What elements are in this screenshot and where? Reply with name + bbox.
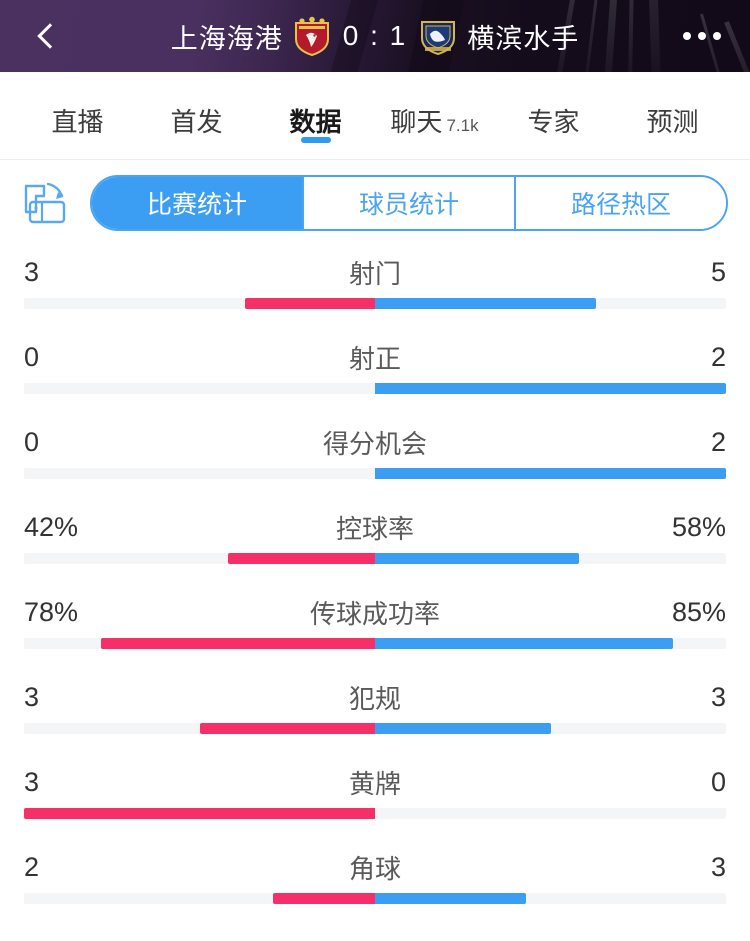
stat-home-value: 0: [24, 341, 40, 372]
yokohama-marinos-crest-icon: [421, 21, 456, 56]
match-header: 上海海港 0 : 1 横滨水手: [0, 0, 750, 72]
stat-bar-away-fill: [375, 298, 597, 309]
stat-label: 射正: [348, 343, 401, 374]
stat-bar-home-fill: [245, 298, 375, 309]
stat-bar-home-fill: [24, 808, 375, 819]
stat-bar: [24, 723, 726, 734]
segment-label: 路径热区: [570, 191, 671, 219]
segment-label: 球员统计: [358, 191, 459, 219]
stats-toolbar: 比赛统计 球员统计 路径热区: [0, 160, 750, 246]
screen-rotate-icon[interactable]: [20, 178, 72, 228]
stat-away-value: 58%: [671, 511, 726, 542]
tab-prediction[interactable]: 预测: [613, 72, 732, 159]
tab-label: 聊天: [390, 107, 443, 137]
tab-live[interactable]: 直播: [18, 72, 137, 159]
stat-bar: [24, 808, 726, 819]
stat-label: 传球成功率: [309, 598, 440, 629]
stat-label: 射门: [348, 258, 401, 289]
home-team-name: 上海海港: [170, 23, 283, 54]
stat-bar: [24, 468, 726, 479]
shanghai-port-crest-icon: [294, 16, 329, 56]
stat-row: 78% 传球成功率 85%: [24, 586, 726, 671]
stat-bar: [24, 893, 726, 904]
more-options-button[interactable]: [672, 0, 732, 72]
more-dot: [698, 32, 706, 40]
stat-bar-away-fill: [375, 468, 726, 479]
stat-bar-away-fill: [375, 893, 526, 904]
more-dot: [683, 32, 691, 40]
away-team-name: 横滨水手: [467, 23, 580, 54]
stat-bar: [24, 298, 726, 309]
tab-chat[interactable]: 聊天 7.1k: [375, 72, 494, 159]
tab-label: 直播: [51, 107, 104, 137]
segment-label: 比赛统计: [146, 191, 247, 219]
stat-row: 3 射门 5: [24, 246, 726, 331]
stat-home-value: 3: [24, 766, 40, 797]
match-stats-list: 3 射门 5 0 射正 2 0 得分机会 2: [0, 246, 750, 926]
segment-heatmap[interactable]: 路径热区: [514, 177, 726, 229]
stat-bar: [24, 553, 726, 564]
tab-stats[interactable]: 数据: [256, 72, 375, 159]
stat-label: 黄牌: [348, 768, 401, 799]
stat-away-value: 2: [710, 341, 726, 372]
stat-bar-away-fill: [375, 638, 674, 649]
stat-bar-home-fill: [227, 553, 375, 564]
more-dot: [713, 32, 721, 40]
stat-away-value: 0: [710, 766, 726, 797]
stat-bar-home-fill: [101, 638, 375, 649]
stat-home-value: 42%: [24, 511, 79, 542]
stat-away-value: 5: [710, 256, 726, 287]
tab-label: 预测: [646, 107, 699, 137]
segment-player-stats[interactable]: 球员统计: [302, 177, 514, 229]
stat-row: 3 犯规 3: [24, 671, 726, 756]
stat-home-value: 78%: [24, 596, 79, 627]
stat-away-value: 3: [710, 851, 726, 882]
tab-experts[interactable]: 专家: [494, 72, 613, 159]
tab-lineup[interactable]: 首发: [137, 72, 256, 159]
stat-label: 角球: [348, 853, 401, 884]
stat-home-value: 2: [24, 851, 40, 882]
stat-row: 0 射正 2: [24, 331, 726, 416]
scoreboard: 上海海港 0 : 1 横滨水手: [0, 16, 750, 56]
section-tabbar: 直播 首发 数据 聊天 7.1k 专家 预测: [0, 72, 750, 160]
stat-label: 得分机会: [322, 428, 427, 459]
stat-away-value: 85%: [671, 596, 726, 627]
stat-home-value: 3: [24, 681, 40, 712]
stat-home-value: 3: [24, 256, 40, 287]
tab-chat-count: 7.1k: [446, 116, 479, 135]
tab-label: 首发: [170, 107, 223, 137]
stat-bar: [24, 638, 726, 649]
segment-match-stats[interactable]: 比赛统计: [92, 177, 302, 229]
tab-underline: [300, 137, 331, 143]
match-score: 0 : 1: [342, 20, 408, 51]
stat-label: 犯规: [348, 683, 401, 714]
stat-bar-away-fill: [375, 723, 551, 734]
stat-bar: [24, 383, 726, 394]
stat-bar-home-fill: [199, 723, 375, 734]
stat-home-value: 0: [24, 426, 40, 457]
stat-bar-home-fill: [273, 893, 375, 904]
stat-bar-away-fill: [375, 383, 726, 394]
stat-label: 控球率: [335, 513, 414, 544]
stat-row: 0 得分机会 2: [24, 416, 726, 501]
tab-label: 数据: [289, 107, 342, 137]
stat-bar-away-fill: [375, 553, 579, 564]
stat-row: 42% 控球率 58%: [24, 501, 726, 586]
stat-row: 3 黄牌 0: [24, 756, 726, 841]
stats-view-segmented-control: 比赛统计 球员统计 路径热区: [90, 175, 728, 231]
tab-label: 专家: [527, 107, 580, 137]
stat-away-value: 2: [710, 426, 726, 457]
stat-row: 2 角球 3: [24, 841, 726, 926]
stat-away-value: 3: [710, 681, 726, 712]
